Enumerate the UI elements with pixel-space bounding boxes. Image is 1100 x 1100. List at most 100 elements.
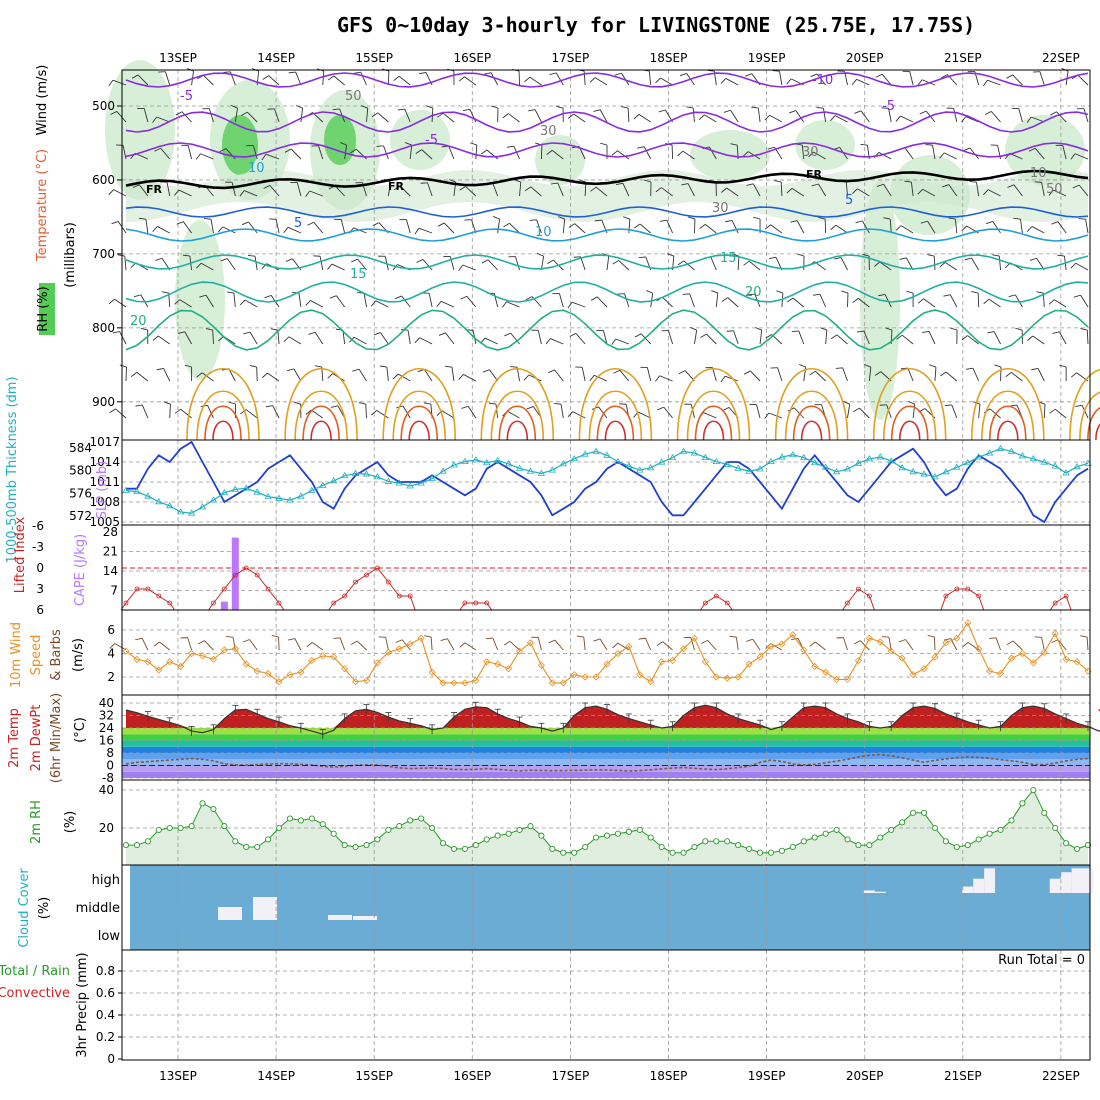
y-tick-label: 6 [107,623,115,637]
rh2m-marker [275,824,283,832]
cape-bar [231,537,239,610]
wind-barb [270,328,278,331]
wind-barb [526,406,534,410]
rh2m-marker [385,826,392,833]
wind-speed-marker [745,660,753,668]
wind-barb [415,149,422,154]
wind-barb [945,371,958,382]
wind-barb [1006,74,1013,79]
rh2m-marker [899,819,906,826]
wind-barb [139,184,149,197]
wind-barb [295,71,302,86]
y-tick-label: 16 [99,734,114,748]
li-marker [375,565,380,571]
y-tick-label: 6 [36,603,44,617]
wind-barb [482,369,490,373]
wind-barb [886,404,892,419]
wind-barb [927,254,935,257]
top-date-label: 15SEP [355,51,393,65]
wind-barb [327,263,333,270]
wind-speed-marker [384,648,392,656]
wind-speed-marker [942,639,950,647]
wind-barb [876,183,884,187]
wind-barb [589,375,595,382]
thickness-marker [1062,469,1070,476]
wind-barb [907,367,914,382]
wind-barb [1026,116,1032,123]
contour-label: 20 [745,285,762,300]
wind-barb [708,146,717,160]
wind-speed-marker [352,678,360,686]
temp-contour-warm [284,368,358,441]
cloud-high-bar [874,891,886,893]
wind-barb [551,150,564,160]
thickness-marker [931,473,939,480]
rh2m-marker [494,832,501,839]
wind-barb [1052,331,1060,334]
wind-barb [427,182,433,197]
wind-speed-marker [1029,659,1037,667]
wind-barb [745,73,752,77]
thickness-marker [187,509,196,516]
y-tick-label: 40 [99,696,114,710]
cloud-high-bar [863,890,875,893]
wind10-barb [853,640,861,645]
wind-barb [327,75,335,81]
wind-barb [459,186,466,191]
temp-band [122,765,1090,772]
wind10-barb [294,638,302,651]
cloud-high-bar [1060,872,1072,893]
wind-speed-marker [373,659,381,667]
wind-barb [284,148,292,153]
wind-barb [567,411,573,418]
thickness-marker [789,451,797,458]
contour-label: 20 [130,314,147,329]
wind-barb [152,226,158,232]
wind-barb [495,404,499,419]
wind-barb [662,296,673,308]
wind-barb [724,375,739,382]
wind-barb [929,364,937,368]
wind-barb [909,71,914,86]
wind-speed-marker [920,665,928,673]
wind-barb [376,145,384,147]
wind10-barb [509,640,520,651]
wind-barb [515,256,520,271]
wind-barb [799,363,806,368]
wind-barb [770,224,783,234]
temp-contour-warm [1087,407,1100,441]
y-tick-label: 3 [36,582,44,596]
wind-barb [613,369,621,374]
wind-barb [571,301,586,308]
rh2m-marker [920,809,928,816]
wind-barb [816,73,826,86]
wind-barb [293,401,301,405]
wind-barb [690,404,695,419]
wind-barb [243,331,251,335]
wind-barb [859,407,870,419]
y-tick-label: 7 [110,584,118,598]
wind-barb [219,148,227,153]
thickness-marker [155,498,163,505]
thickness-marker [570,454,578,462]
wind-speed-marker [472,676,480,685]
wind10-barb [943,638,951,641]
wind-barb [954,219,958,234]
wind-speed-marker [712,673,720,681]
wind-barb [655,375,660,382]
rh2m-marker [735,842,742,849]
wind-barb [1081,405,1089,419]
temp-band [122,746,1090,753]
wind-barb [108,189,114,196]
wind10-barb [537,637,542,651]
wind-barb [180,408,192,419]
wind-barb [449,256,455,271]
thickness-marker [690,449,699,456]
wind-barb [1018,108,1023,123]
thickness-marker [308,486,316,493]
ylabel-rh: RH (%) [36,286,51,331]
wind-barb [1057,254,1065,257]
wind-barb [858,298,870,308]
wind-barb [241,221,249,226]
